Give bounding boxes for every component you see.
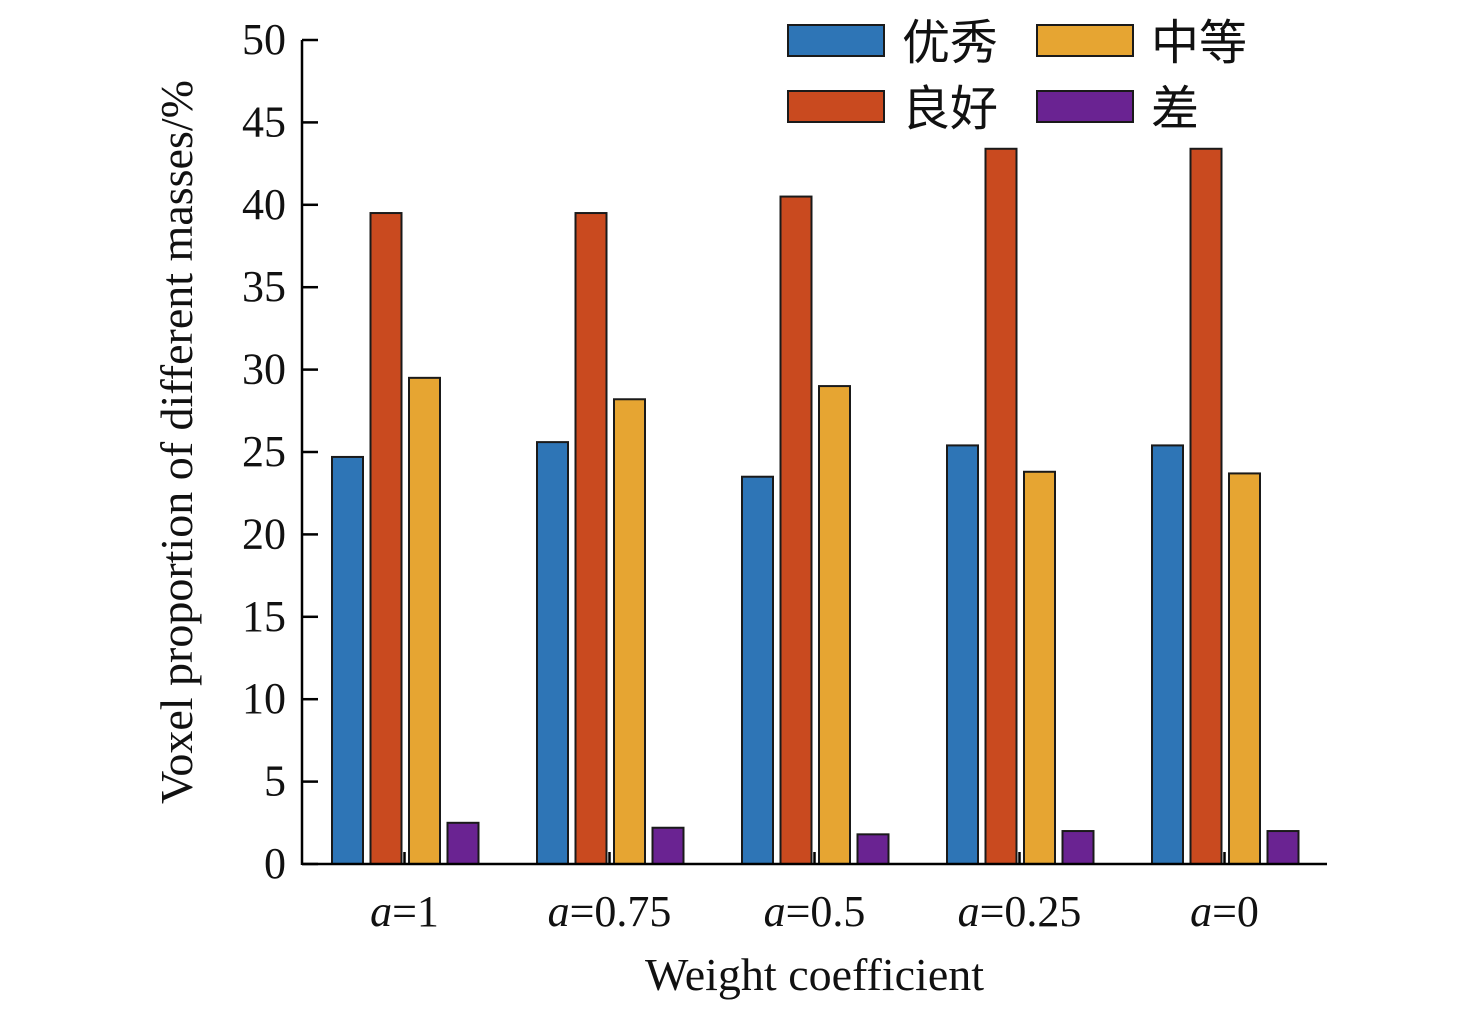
y-tick-label: 10	[242, 674, 286, 723]
axes-layer	[300, 38, 1327, 866]
x-tick-label: a=0.25	[958, 887, 1082, 936]
y-axis-title: Voxel proportion of different masses/%	[151, 80, 202, 804]
bar-4-series-3	[1023, 470, 1056, 865]
bar-4-series-1	[946, 444, 979, 865]
x-tick-label: a=0.75	[548, 887, 672, 936]
y-tick-label: 45	[242, 97, 286, 146]
y-tick-label: 0	[264, 839, 286, 888]
bar-2-series-1	[536, 441, 569, 865]
bar-1-series-3	[408, 376, 441, 865]
bar-3-series-3	[818, 385, 851, 865]
y-tick-label: 25	[242, 427, 286, 476]
bar-1-series-4	[446, 821, 480, 865]
bar-4-series-2	[984, 147, 1018, 865]
bars-layer	[331, 147, 1300, 866]
bar-1-series-1	[331, 455, 364, 865]
x-tick-label: a=1	[370, 887, 439, 936]
legend-swatch-3	[1036, 24, 1134, 57]
legend-swatch-4	[1036, 90, 1134, 123]
legend-label-1: 优秀	[902, 17, 998, 70]
y-tick-label: 35	[242, 262, 286, 311]
bar-2-series-3	[613, 398, 646, 865]
bar-5-series-2	[1189, 147, 1223, 865]
labels-layer: 0 5 10 15 20 25 30 35 40 45 50 a=1 a=0.75 a=0.5 a=0.25…	[151, 15, 1259, 1000]
x-axis-title: Weight coefficient	[645, 949, 984, 1000]
y-tick-label: 40	[242, 180, 286, 229]
y-tick-label: 5	[264, 757, 286, 806]
legend-label-4: 差	[1151, 83, 1199, 136]
bar-2-series-4	[651, 826, 685, 866]
legend-swatch-2	[787, 90, 885, 123]
bar-5-series-4	[1266, 830, 1300, 865]
y-tick-label: 30	[242, 345, 286, 394]
bar-4-series-4	[1061, 830, 1095, 865]
bar-5-series-1	[1151, 444, 1184, 865]
bar-5-series-3	[1228, 472, 1261, 865]
x-tick-label: a=0	[1190, 887, 1259, 936]
bar-2-series-2	[574, 212, 608, 866]
y-tick-label: 20	[242, 509, 286, 558]
legend-label-3: 中等	[1151, 17, 1247, 70]
bar-1-series-2	[369, 212, 403, 866]
bar-3-series-1	[741, 475, 774, 865]
y-tick-label: 15	[242, 592, 286, 641]
legend-label-2: 良好	[902, 83, 998, 136]
x-tick-label: a=0.5	[764, 887, 866, 936]
legend-swatch-1	[787, 24, 885, 57]
bar-3-series-2	[779, 195, 813, 865]
y-tick-label: 50	[242, 15, 286, 64]
bar-3-series-4	[856, 833, 890, 865]
